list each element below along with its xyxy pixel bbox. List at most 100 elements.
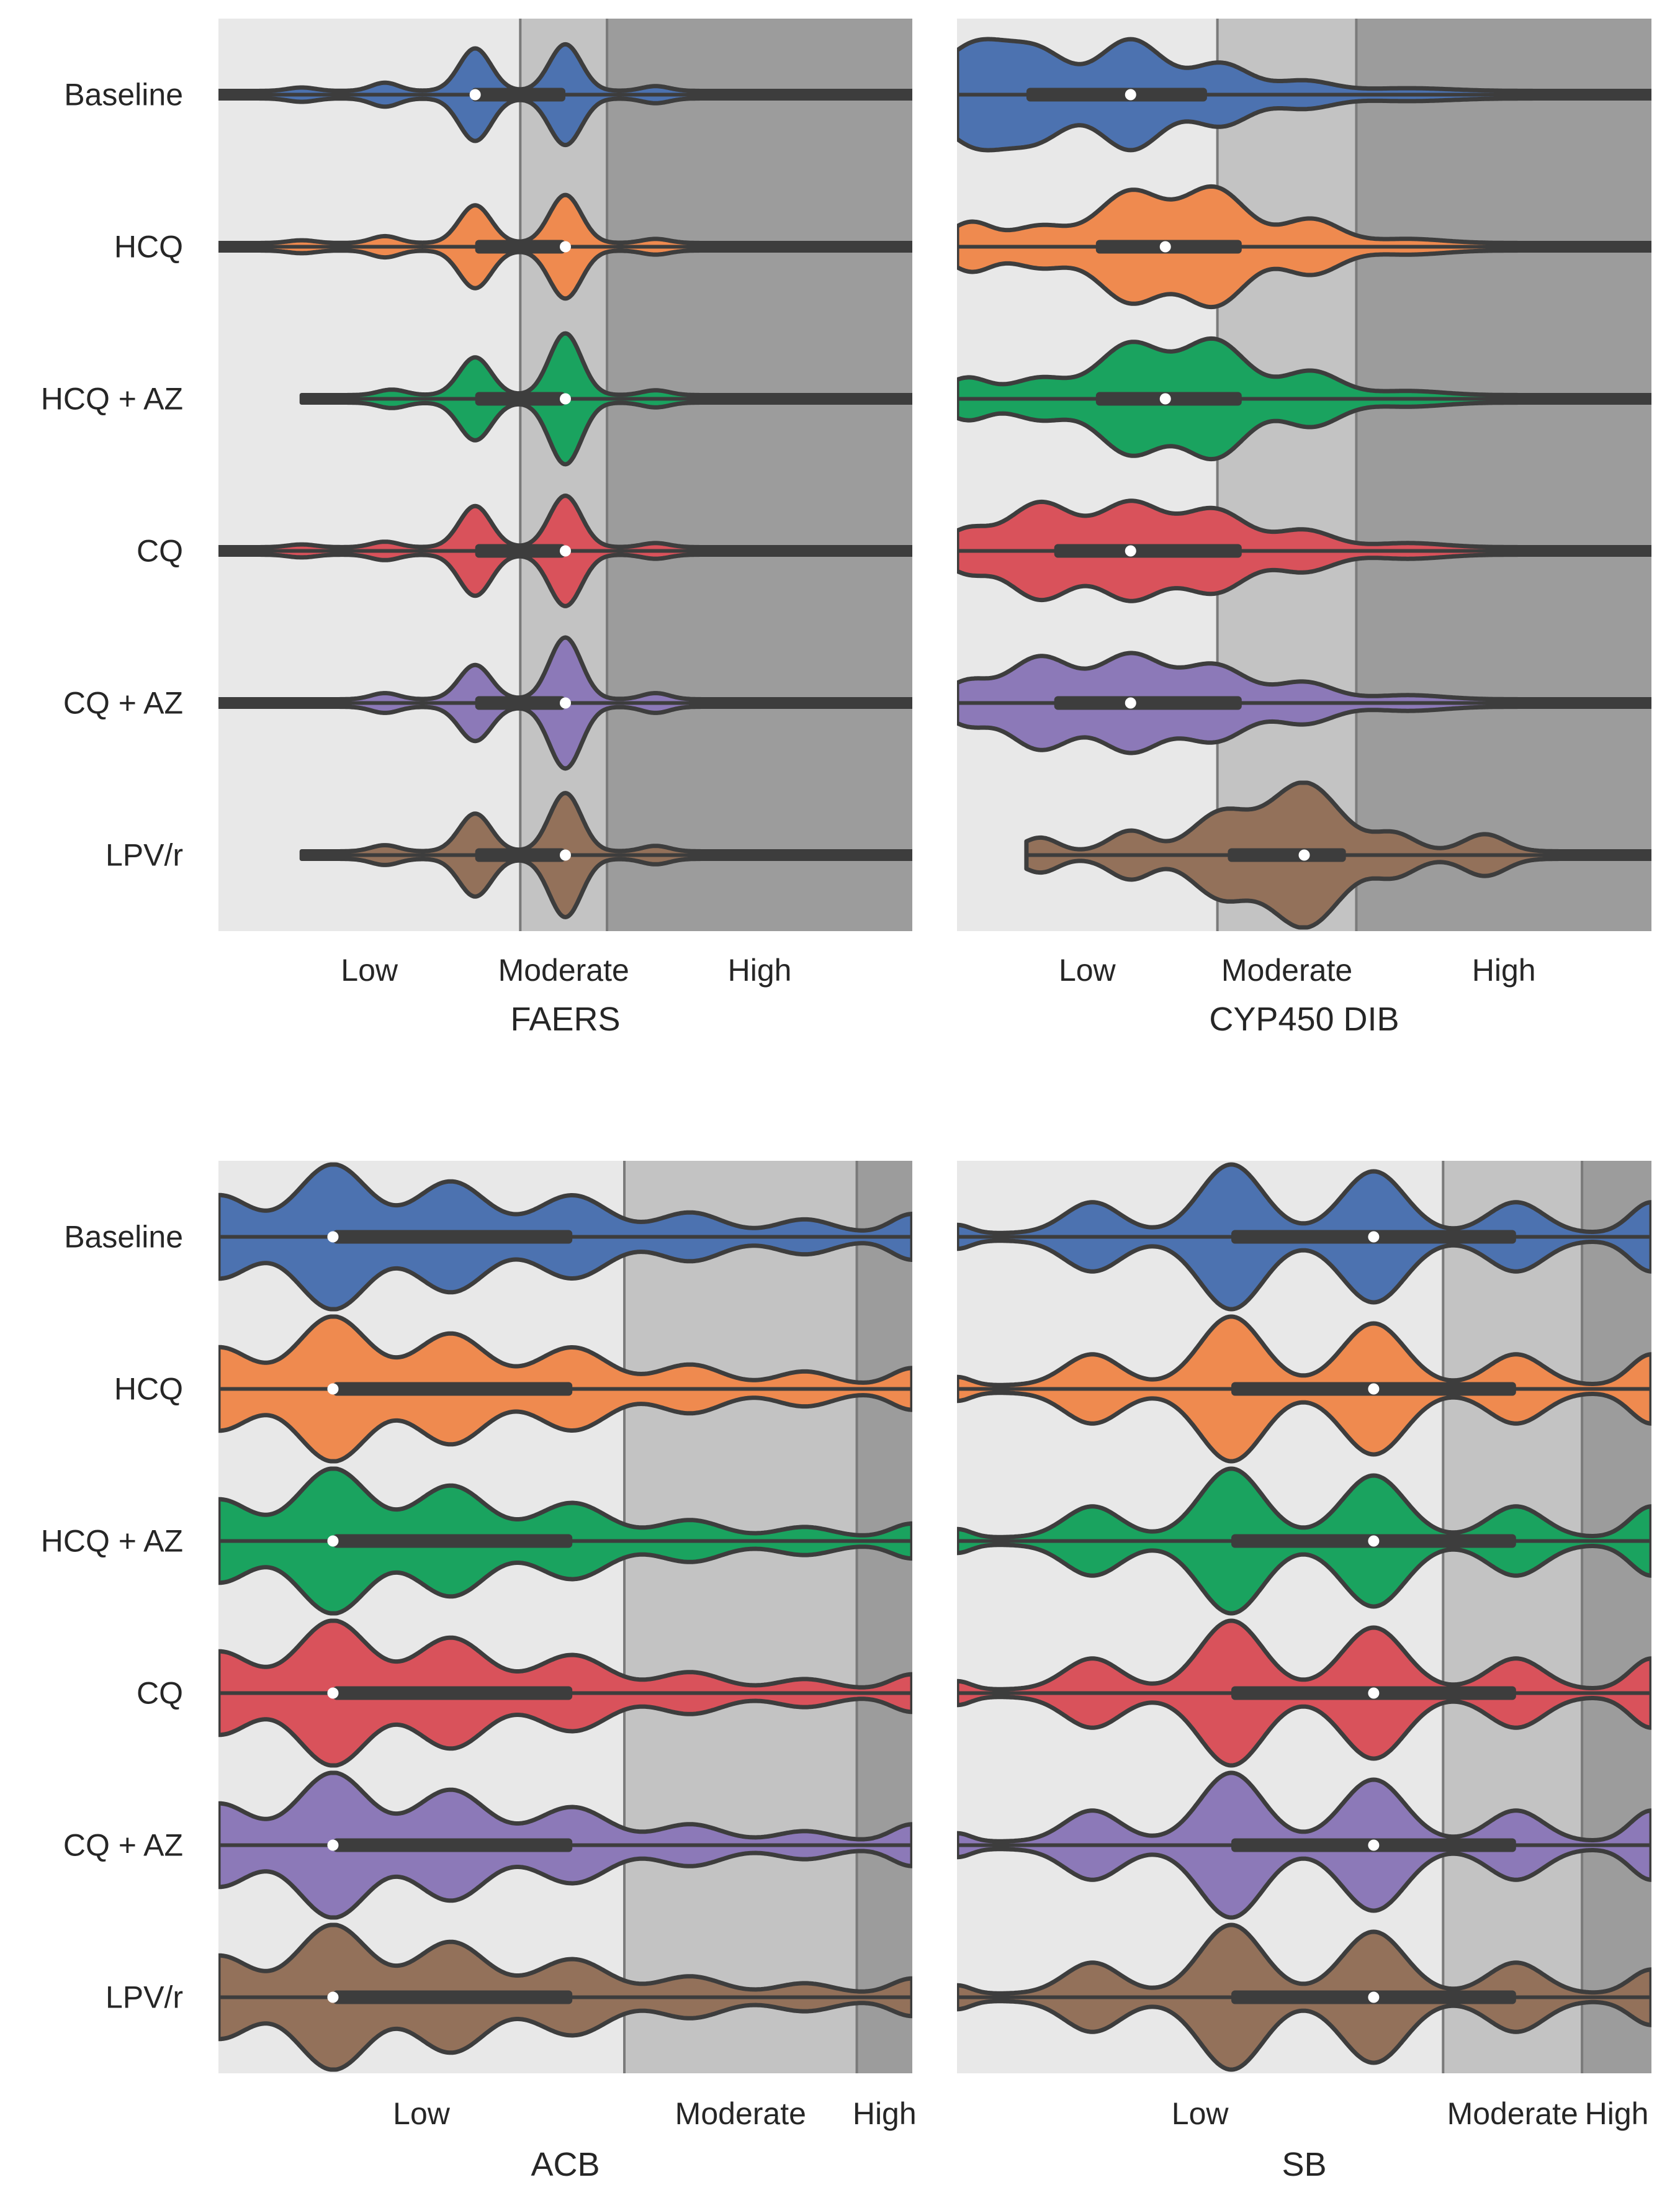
category-label: HCQ + AZ	[41, 382, 183, 417]
iqr-box	[1054, 696, 1242, 710]
iqr-box	[475, 544, 565, 558]
iqr-box	[333, 1534, 573, 1548]
median-marker	[1125, 697, 1136, 709]
violin-hcq-az	[218, 1466, 912, 1616]
violin-cq	[218, 1618, 912, 1768]
zone-label-moderate: Moderate	[498, 953, 629, 988]
category-label: Baseline	[64, 78, 183, 112]
category-label: CQ	[137, 1676, 183, 1711]
violin-cq-az	[957, 1770, 1651, 1920]
median-marker	[1368, 1839, 1380, 1851]
zone-label-high: High	[1585, 2096, 1649, 2131]
zone-low-band	[218, 1161, 625, 2073]
panel-faers	[218, 19, 912, 931]
violin-baseline	[218, 42, 912, 148]
category-label: LPV/r	[106, 838, 183, 873]
violin-baseline	[957, 37, 1651, 153]
median-marker	[327, 1839, 339, 1851]
zone-label-high: High	[853, 2096, 917, 2131]
zone-low-band	[957, 1161, 1444, 2073]
violin-baseline	[957, 1162, 1651, 1312]
median-marker	[1159, 241, 1171, 253]
violin-cq-az	[218, 635, 912, 771]
category-label: LPV/r	[106, 1980, 183, 2015]
zone-label-high: High	[728, 953, 792, 988]
iqr-box	[333, 1382, 573, 1396]
category-label: HCQ	[114, 1372, 183, 1407]
category-label: Baseline	[64, 1220, 183, 1255]
zone-label-moderate: Moderate	[1447, 2096, 1578, 2131]
zone-moderate-band	[1217, 19, 1357, 931]
panel-cyp450-dib	[957, 19, 1651, 931]
iqr-box	[333, 1230, 573, 1244]
violin-hcq	[957, 184, 1651, 310]
zone-label-low: Low	[1059, 953, 1116, 988]
median-marker	[1368, 1687, 1380, 1699]
median-marker	[327, 1535, 339, 1547]
category-label: CQ	[137, 534, 183, 569]
median-marker	[1368, 1535, 1380, 1547]
zone-label-low: Low	[393, 2096, 451, 2131]
violin-lpv-r	[299, 791, 912, 919]
median-marker	[1298, 849, 1310, 861]
axis-title: FAERS	[510, 1001, 620, 1038]
iqr-box	[1054, 544, 1242, 558]
zone-high-band	[856, 1161, 912, 2073]
zone-moderate-band	[624, 1161, 857, 2073]
violin-cq-az	[218, 1770, 912, 1920]
zone-label-low: Low	[1172, 2096, 1229, 2131]
violin-cq	[957, 498, 1651, 603]
zone-label-moderate: Moderate	[1221, 953, 1352, 988]
median-marker	[560, 697, 571, 709]
iqr-box	[475, 848, 565, 862]
category-label: HCQ	[114, 230, 183, 264]
axis-title: CYP450 DIB	[1209, 1001, 1399, 1038]
violin-hcq	[218, 1314, 912, 1464]
category-label: CQ + AZ	[63, 1828, 183, 1863]
violin-hcq	[957, 1314, 1651, 1464]
median-marker	[469, 89, 481, 101]
violin-cq	[957, 1618, 1651, 1768]
violin-cq	[218, 493, 912, 608]
zone-label-moderate: Moderate	[675, 2096, 806, 2131]
zone-label-high: High	[1472, 953, 1536, 988]
median-marker	[560, 849, 571, 861]
axis-title: SB	[1282, 2146, 1326, 2183]
median-marker	[1125, 545, 1136, 557]
median-marker	[1368, 1383, 1380, 1395]
zone-high-band	[1356, 19, 1651, 931]
category-label: CQ + AZ	[63, 686, 183, 721]
median-marker	[560, 241, 571, 253]
zone-low-band	[957, 19, 1218, 931]
violin-lpv-r	[218, 1922, 912, 2072]
iqr-box	[333, 1990, 573, 2004]
median-marker	[560, 545, 571, 557]
median-marker	[1159, 393, 1171, 405]
violin-hcq-az	[957, 336, 1651, 462]
violin-hcq	[218, 192, 912, 301]
median-marker	[327, 1991, 339, 2003]
axis-title: ACB	[531, 2146, 600, 2183]
iqr-box	[475, 696, 565, 710]
median-marker	[327, 1383, 339, 1395]
violin-lpv-r	[1024, 780, 1651, 930]
median-marker	[1368, 1231, 1380, 1243]
iqr-box	[333, 1838, 573, 1852]
violin-hcq-az	[299, 331, 912, 467]
iqr-box	[1026, 88, 1207, 102]
zone-high-band	[607, 19, 912, 931]
median-marker	[1368, 1991, 1380, 2003]
panel-acb	[218, 1161, 912, 2073]
zone-moderate-band	[520, 19, 608, 931]
violin-lpv-r	[957, 1922, 1651, 2072]
category-label: HCQ + AZ	[41, 1524, 183, 1559]
median-marker	[1125, 89, 1136, 101]
violin-hcq-az	[957, 1466, 1651, 1616]
iqr-box	[472, 88, 565, 102]
zone-moderate-band	[1443, 1161, 1583, 2073]
iqr-box	[475, 240, 565, 254]
violin-cq-az	[957, 651, 1651, 755]
median-marker	[327, 1687, 339, 1699]
zone-low-band	[218, 19, 521, 931]
